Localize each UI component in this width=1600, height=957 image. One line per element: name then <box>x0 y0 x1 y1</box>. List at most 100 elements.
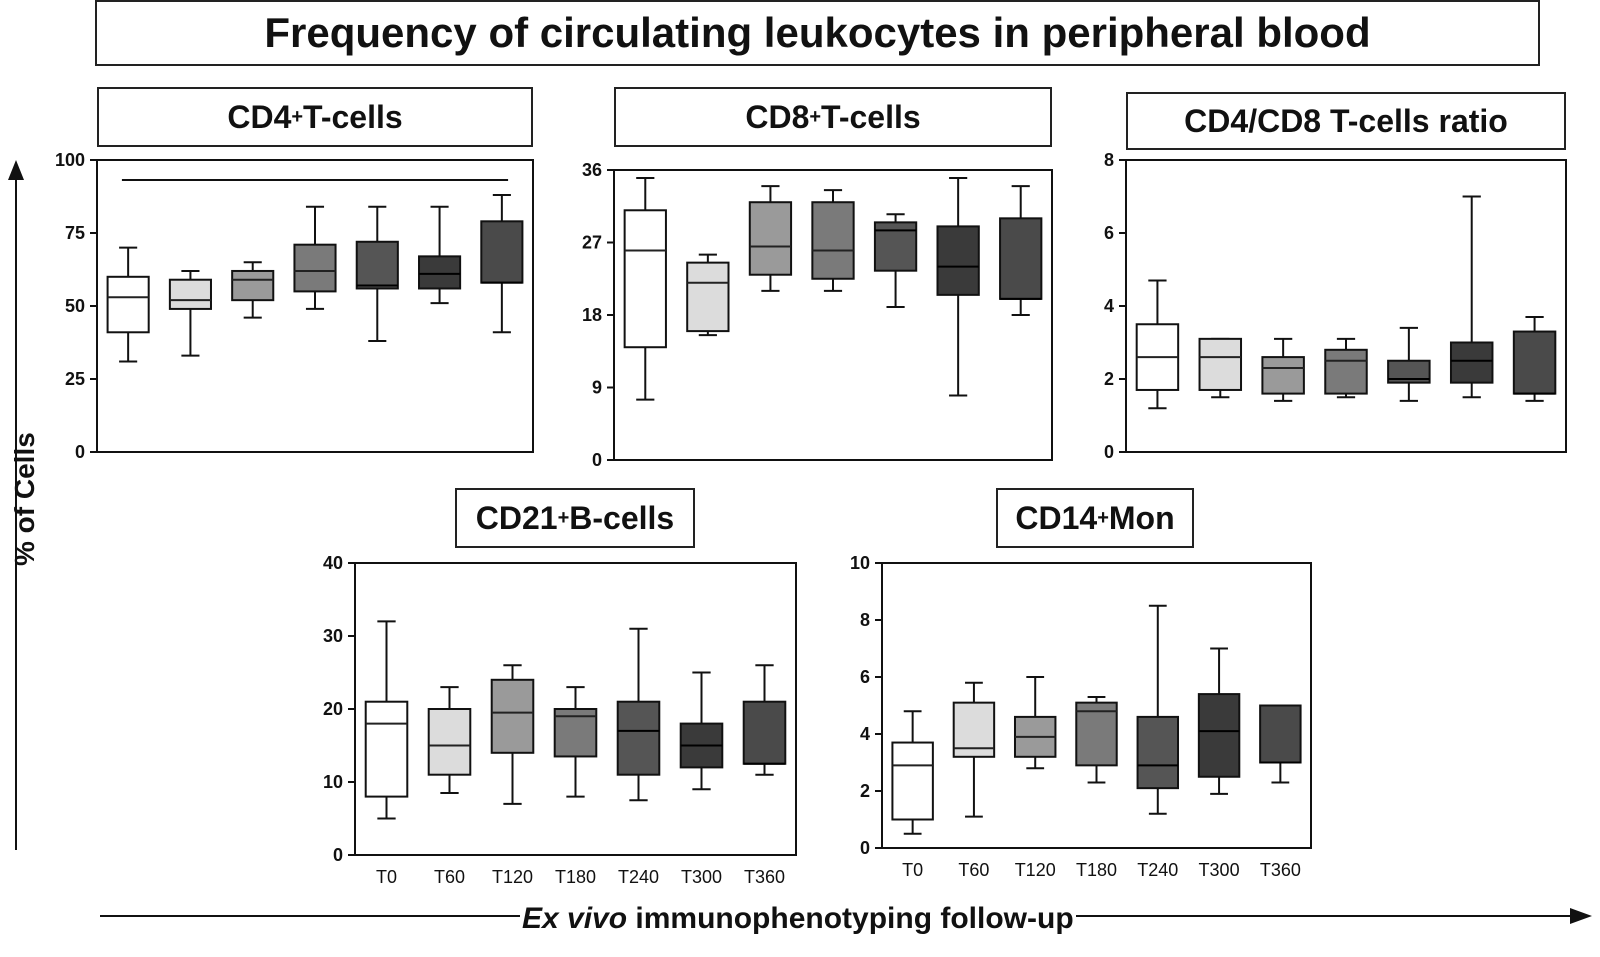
x-tick-label-cd21: T300 <box>681 867 722 887</box>
x-tick-label-cd14: T60 <box>958 860 989 880</box>
box-cd14-T60 <box>952 681 996 818</box>
box-iqr <box>686 261 730 333</box>
panel-title-cd14-rest: Mon <box>1108 499 1175 536</box>
chart-cd8: 0 9 18 27 36 <box>582 160 1053 470</box>
chart-ratio: 0 2 4 6 8 <box>1104 150 1567 462</box>
box-cd4-T180 <box>293 205 337 310</box>
box-ratio-T300 <box>1449 195 1494 399</box>
y-tick-label-cd4: 50 <box>65 296 85 316</box>
panel-title-cd4-main: CD4 <box>227 98 292 135</box>
chart-cd21: 0 10 20 30 40 T0 T60 T120 T180 T240 T300 T360 <box>323 553 797 887</box>
box-ratio-T60 <box>1198 337 1243 399</box>
box-cd14-T180 <box>1075 695 1118 784</box>
chart-cd4: 0 25 50 75 100 <box>55 150 534 462</box>
y-tick-label-cd21: 10 <box>323 772 343 792</box>
box-cd4-T0 <box>106 246 150 363</box>
panel-title-cd21-main: CD21 <box>475 499 558 536</box>
box-cd4-T120 <box>231 261 275 319</box>
x-tick-label-cd21: T180 <box>555 867 596 887</box>
panel-title-ratio: CD4/CD8 T-cells ratio <box>1126 92 1566 150</box>
box-iqr <box>1449 341 1494 384</box>
box-cd8-T300 <box>936 177 980 397</box>
panel-title-cd8-main: CD8 <box>745 98 810 135</box>
box-iqr <box>1075 701 1118 767</box>
box-iqr <box>480 220 524 284</box>
box-iqr <box>427 708 472 776</box>
x-tick-label-cd14: T240 <box>1137 860 1178 880</box>
panel-title-cd8-rest: T-cells <box>821 98 921 135</box>
box-iqr <box>1197 693 1241 778</box>
box-cd21-T300 <box>679 671 724 791</box>
box-cd4-T300 <box>418 205 462 305</box>
box-cd8-T60 <box>686 253 730 337</box>
y-tick-label-cd4: 100 <box>55 150 85 170</box>
box-iqr <box>1261 356 1305 395</box>
box-ratio-T240 <box>1387 326 1431 402</box>
x-axis-label: Ex vivo immunophenotyping follow-up <box>520 902 1076 936</box>
x-tick-label-cd14: T120 <box>1015 860 1056 880</box>
box-iqr <box>1512 330 1557 395</box>
box-cd8-T0 <box>623 177 667 401</box>
box-cd14-T240 <box>1136 604 1180 815</box>
panel-title-cd4-rest: T-cells <box>303 98 403 135</box>
figure-title: Frequency of circulating leukocytes in p… <box>95 0 1540 66</box>
x-tick-label-cd14: T300 <box>1199 860 1240 880</box>
box-cd21-T60 <box>427 686 472 794</box>
box-cd8-T120 <box>748 185 793 292</box>
plot-frame-ratio <box>1125 159 1567 453</box>
box-iqr <box>1324 348 1368 395</box>
y-tick-label-cd4: 75 <box>65 223 85 243</box>
box-iqr <box>418 255 462 290</box>
box-iqr <box>936 225 980 296</box>
box-ratio-T180 <box>1324 337 1368 399</box>
box-iqr <box>293 243 337 293</box>
y-tick-label-cd21: 20 <box>323 699 343 719</box>
box-cd14-T0 <box>891 710 934 835</box>
y-tick-label-cd14: 4 <box>860 724 870 744</box>
box-cd21-T360 <box>742 664 787 776</box>
box-ratio-T360 <box>1512 315 1557 402</box>
box-iqr <box>1387 359 1431 384</box>
box-cd21-T180 <box>553 686 598 798</box>
box-cd14-T120 <box>1013 676 1057 770</box>
box-cd21-T0 <box>364 620 409 820</box>
x-tick-label-cd21: T240 <box>618 867 659 887</box>
y-tick-label-cd14: 6 <box>860 667 870 687</box>
box-cd21-T240 <box>616 627 661 802</box>
x-tick-label-cd14: T360 <box>1260 860 1301 880</box>
y-tick-label-cd14: 8 <box>860 610 870 630</box>
x-axis-label-rest: immunophenotyping follow-up <box>627 902 1074 935</box>
panel-title-cd21-rest: B-cells <box>569 499 675 536</box>
box-ratio-T120 <box>1261 337 1305 402</box>
y-tick-label-ratio: 6 <box>1104 223 1114 243</box>
box-iqr <box>355 240 399 290</box>
y-tick-label-cd8: 18 <box>582 305 602 325</box>
box-iqr <box>891 741 934 821</box>
y-tick-label-cd14: 10 <box>850 553 870 573</box>
box-iqr <box>748 201 793 276</box>
y-tick-label-ratio: 2 <box>1104 369 1114 389</box>
box-cd8-T180 <box>811 189 855 292</box>
y-tick-label-cd14: 0 <box>860 838 870 858</box>
y-tick-label-cd21: 0 <box>333 845 343 865</box>
box-cd4-T360 <box>480 194 524 334</box>
box-cd14-T300 <box>1197 647 1241 795</box>
panel-title-cd14-main: CD14 <box>1015 499 1098 536</box>
y-tick-label-cd14: 2 <box>860 781 870 801</box>
box-cd14-T360 <box>1259 704 1302 784</box>
x-tick-label-cd14: T0 <box>902 860 923 880</box>
box-iqr <box>106 275 150 334</box>
y-axis-arrow <box>8 160 24 850</box>
box-iqr <box>811 201 855 280</box>
box-iqr <box>616 700 661 776</box>
box-iqr <box>1259 704 1302 764</box>
x-tick-label-cd21: T360 <box>744 867 785 887</box>
panel-title-cd21: CD21 + B-cells <box>455 488 695 548</box>
x-tick-label-cd21: T120 <box>492 867 533 887</box>
y-axis-label: % of Cells <box>9 432 40 566</box>
y-tick-label-cd8: 36 <box>582 160 602 180</box>
box-iqr <box>1136 715 1180 790</box>
box-iqr <box>168 278 212 310</box>
